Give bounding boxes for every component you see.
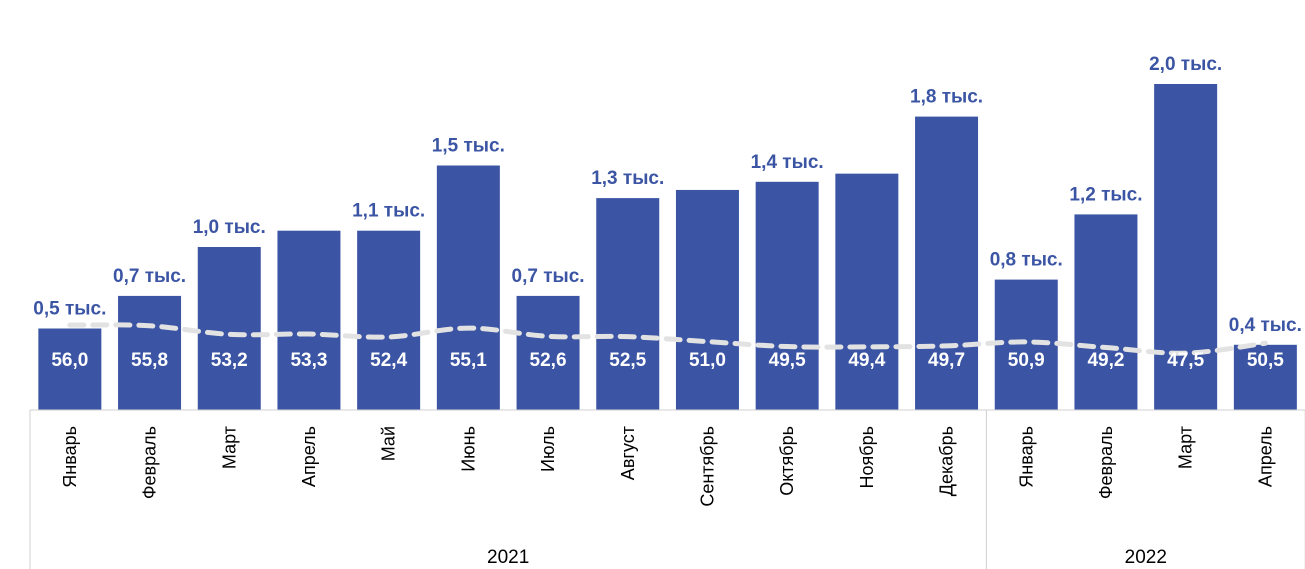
bar-value-label-10: 1,4 тыс. <box>751 152 824 173</box>
line-value-label-4: 53,3 <box>290 350 327 371</box>
category-label-2: Февраль <box>140 426 160 499</box>
bar-value-label-3: 1,0 тыс. <box>193 217 266 238</box>
category-label-10: Октябрь <box>777 426 797 496</box>
year-label-2021: 2021 <box>487 547 529 568</box>
category-label-14: Февраль <box>1096 426 1116 499</box>
bar-15 <box>1154 84 1218 410</box>
line-value-label-15: 47,5 <box>1167 350 1204 371</box>
year-label-2022: 2022 <box>1125 547 1167 568</box>
trend-line <box>67 322 1268 356</box>
line-value-label-7: 52,6 <box>530 350 567 371</box>
category-label-8: Август <box>618 426 638 480</box>
category-label-5: Май <box>379 426 399 461</box>
bar-value-label-14: 1,2 тыс. <box>1069 184 1142 205</box>
category-label-7: Июль <box>538 426 558 472</box>
line-value-label-11: 49,4 <box>848 350 885 371</box>
bar-10 <box>755 181 819 410</box>
bar-4 <box>277 230 341 410</box>
bar-16 <box>1233 344 1297 410</box>
bar-1 <box>38 328 102 410</box>
line-value-label-6: 55,1 <box>450 350 487 371</box>
line-value-label-16: 50,5 <box>1247 350 1284 371</box>
bar-9 <box>675 189 739 410</box>
line-value-label-13: 50,9 <box>1008 350 1045 371</box>
bar-3 <box>197 247 261 410</box>
line-value-label-12: 49,7 <box>928 350 965 371</box>
bar-value-label-6: 1,5 тыс. <box>432 136 505 157</box>
bar-5 <box>357 230 421 410</box>
line-value-label-1: 56,0 <box>51 350 88 371</box>
bar-12 <box>915 116 979 410</box>
line-value-label-2: 55,8 <box>131 350 168 371</box>
bar-value-label-16: 0,4 тыс. <box>1229 315 1302 336</box>
bar-value-label-1: 0,5 тыс. <box>33 299 106 320</box>
bar-value-label-12: 1,8 тыс. <box>910 87 983 108</box>
category-label-15: Март <box>1176 426 1196 469</box>
category-label-4: Апрель <box>299 426 319 487</box>
category-label-1: Январь <box>60 426 80 488</box>
bar-value-label-15: 2,0 тыс. <box>1149 54 1222 75</box>
bar-value-label-7: 0,7 тыс. <box>512 266 585 287</box>
line-value-label-9: 51,0 <box>689 350 726 371</box>
category-label-11: Ноябрь <box>857 426 877 488</box>
bar-6 <box>436 165 500 410</box>
bar-11 <box>835 173 899 410</box>
bar-value-label-2: 0,7 тыс. <box>113 266 186 287</box>
bar-value-label-8: 1,3 тыс. <box>591 168 664 189</box>
bar-14 <box>1074 214 1138 410</box>
bar-value-label-5: 1,1 тыс. <box>352 201 425 222</box>
bar-value-label-13: 0,8 тыс. <box>990 250 1063 271</box>
bar-2 <box>118 295 182 410</box>
line-value-label-10: 49,5 <box>769 350 806 371</box>
category-label-16: Апрель <box>1255 426 1275 487</box>
line-value-label-5: 52,4 <box>370 350 407 371</box>
bar-7 <box>516 295 580 410</box>
category-label-12: Декабрь <box>937 426 957 496</box>
category-label-9: Сентябрь <box>697 426 717 507</box>
line-value-label-14: 49,2 <box>1087 350 1124 371</box>
bar-8 <box>596 198 660 410</box>
category-label-13: Январь <box>1016 426 1036 488</box>
line-value-label-8: 52,5 <box>609 350 646 371</box>
category-label-3: Март <box>219 426 239 469</box>
line-value-label-3: 53,2 <box>211 350 248 371</box>
category-label-6: Июнь <box>458 426 478 472</box>
